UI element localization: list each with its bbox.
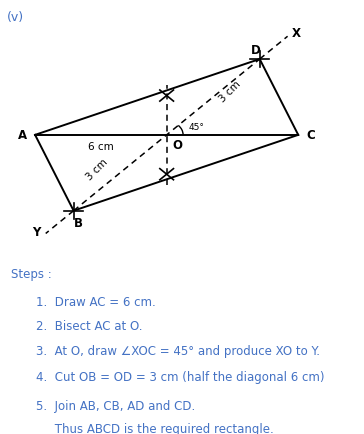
Text: B: B	[74, 216, 83, 229]
Text: 1.  Draw AC = 6 cm.: 1. Draw AC = 6 cm.	[36, 295, 156, 308]
Text: C: C	[306, 129, 315, 142]
Text: 3.  At O, draw ∠XOC = 45° and produce XO to Y.: 3. At O, draw ∠XOC = 45° and produce XO …	[36, 344, 320, 357]
Text: A: A	[18, 129, 27, 142]
Text: Thus ABCD is the required rectangle.: Thus ABCD is the required rectangle.	[36, 422, 274, 434]
Text: Y: Y	[32, 226, 40, 239]
Text: O: O	[173, 139, 183, 152]
Text: 5.  Join AB, CB, AD and CD.: 5. Join AB, CB, AD and CD.	[36, 399, 196, 412]
Text: D: D	[250, 43, 260, 56]
Text: 2.  Bisect AC at O.: 2. Bisect AC at O.	[36, 319, 143, 332]
Text: 3 cm: 3 cm	[85, 157, 110, 182]
Text: X: X	[292, 27, 301, 40]
Text: 45°: 45°	[189, 123, 205, 132]
Text: Steps :: Steps :	[11, 267, 52, 280]
Text: (v): (v)	[7, 11, 24, 24]
Text: 3 cm: 3 cm	[217, 79, 242, 104]
Text: 4.  Cut OB = OD = 3 cm (half the diagonal 6 cm): 4. Cut OB = OD = 3 cm (half the diagonal…	[36, 370, 325, 383]
Text: 6 cm: 6 cm	[88, 142, 114, 152]
